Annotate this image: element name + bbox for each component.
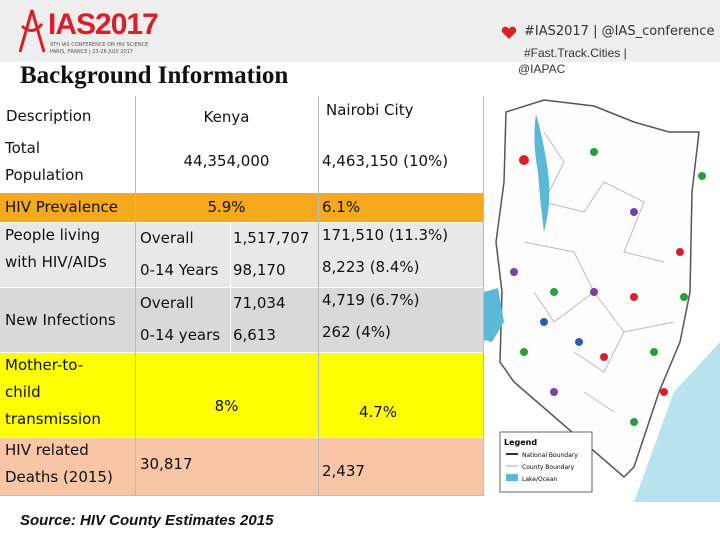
lake-victoria (484, 288, 504, 342)
row-bg (0, 192, 483, 222)
nairobi-value: 6.1% (322, 198, 361, 216)
header-cell: Kenya (203, 108, 250, 126)
logo-sub: PARIS, FRANCE | 23-26 JULY 2017 (50, 49, 133, 55)
legend-title: Legend (504, 438, 537, 447)
col-line (135, 96, 136, 495)
legend-box (499, 431, 593, 493)
legend-item: National Boundary (522, 452, 578, 459)
col-line (230, 222, 231, 287)
hashtag: #Fast.Track.Cities | (524, 46, 627, 60)
row-label: HIV Prevalence (5, 198, 119, 216)
row-bg (0, 135, 483, 192)
nairobi-value: 4,719 (6.7%) (322, 291, 420, 309)
map-points (510, 148, 706, 426)
row-bg (0, 437, 483, 495)
logo-sub: 9TH IAS CONFERENCE ON HIV SCIENCE (50, 42, 149, 48)
sub-label: Overall (140, 229, 194, 247)
header-cell: Nairobi City (326, 101, 414, 119)
kenya-value: 30,817 (140, 455, 193, 473)
hashtag: @IAPAC (518, 62, 566, 76)
legend-swatch (506, 474, 518, 481)
row-bg (0, 222, 483, 287)
nairobi-value: 171,510 (11.3%) (322, 226, 449, 244)
sub-label: 0-14 years (140, 326, 221, 344)
title: Background Information (20, 62, 289, 89)
legend-item: Lake/Ocean (522, 476, 557, 483)
nairobi-value: 8,223 (8.4%) (322, 258, 420, 276)
kenya-value: 71,034 (233, 294, 286, 312)
row-label: HIV related Deaths (2015) (5, 441, 113, 486)
row-line (0, 495, 484, 496)
nairobi-value: 4,463,150 (10%) (322, 152, 449, 170)
row-label: People living with HIV/AIDs (5, 226, 107, 271)
row-bg (0, 287, 483, 352)
kenya-value: 8% (214, 397, 239, 415)
legend-item: County Boundary (522, 464, 575, 471)
row-label: New Infections (5, 311, 116, 329)
col-line (483, 96, 484, 495)
logo-icon (18, 9, 46, 53)
sub-label: Overall (140, 294, 194, 312)
source: Source: HIV County Estimates 2015 (20, 512, 274, 529)
nairobi-value: 2,437 (322, 462, 365, 480)
lake-turkana (534, 114, 550, 232)
header-band (0, 0, 720, 62)
kenya-value: 98,170 (233, 261, 286, 279)
hashtag: #IAS2017 | @IAS_conference (524, 24, 715, 39)
logo: IAS2017 (48, 8, 159, 41)
sub-label: 0-14 Years (140, 261, 219, 279)
ocean (634, 342, 720, 502)
kenya-value: 5.9% (207, 198, 246, 216)
map: Legend National Boundary County Boundary… (484, 92, 720, 502)
row-bg (0, 352, 483, 437)
kenya-value: 6,613 (233, 326, 276, 344)
col-line (230, 287, 231, 352)
header-cell: Description (6, 107, 92, 125)
row-label: Mother-to-child transmission (5, 356, 101, 428)
nairobi-value: 4.7% (358, 403, 398, 421)
col-line (318, 96, 319, 495)
kenya-value: 1,517,707 (233, 229, 310, 247)
row-label: Total Population (5, 139, 84, 184)
nairobi-value: 262 (4%) (322, 323, 391, 341)
kenya-value: 44,354,000 (183, 152, 270, 170)
heart-icon (501, 26, 517, 39)
